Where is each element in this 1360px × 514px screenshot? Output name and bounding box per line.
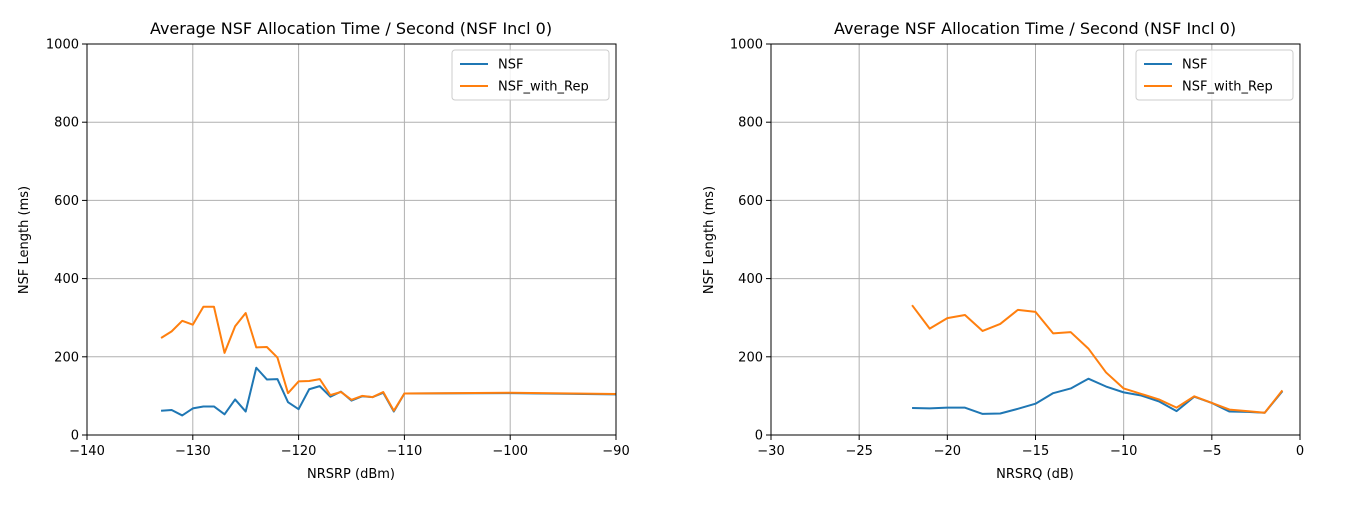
legend-label: NSF — [498, 58, 523, 73]
x-tick-label: −10 — [1110, 444, 1137, 459]
legend-box — [1135, 49, 1294, 101]
y-tick-label: 600 — [738, 194, 763, 209]
x-tick-label: −100 — [492, 444, 528, 459]
y-axis-label: NSF Length (ms) — [17, 186, 32, 294]
x-tick-label: −130 — [175, 444, 211, 459]
legend-label: NSF_with_Rep — [498, 80, 589, 95]
y-tick-label: 600 — [54, 194, 79, 209]
y-tick-label: 200 — [54, 350, 79, 365]
y-tick-label: 400 — [54, 272, 79, 287]
y-axis-label: NSF Length (ms) — [702, 186, 717, 294]
plot-frame — [86, 43, 617, 436]
x-tick-label: −25 — [845, 444, 872, 459]
legend-label: NSF — [1182, 58, 1207, 73]
x-tick-label: −15 — [1022, 444, 1049, 459]
y-tick-label: 1000 — [46, 38, 79, 53]
x-tick-label: −120 — [281, 444, 317, 459]
legend-label: NSF_with_Rep — [1182, 80, 1273, 95]
series-line-nsf-with-rep — [160, 305, 617, 412]
series-line-nsf-with-rep — [911, 304, 1284, 414]
x-axis-label: NRSRP (dBm) — [307, 467, 395, 482]
x-tick-label: −5 — [1202, 444, 1221, 459]
y-tick-label: 0 — [755, 429, 763, 444]
x-tick-label: −30 — [757, 444, 784, 459]
ticks: −30 −25 −20 −15 −10 −5 0 0 200 400 600 800 1000 — [730, 38, 1304, 460]
legend: NSF NSF_with_Rep — [451, 49, 610, 101]
x-tick-label: −110 — [387, 444, 423, 459]
legend: NSF NSF_with_Rep — [1135, 49, 1294, 101]
y-tick-label: 0 — [71, 429, 79, 444]
y-tick-label: 800 — [54, 116, 79, 131]
y-tick-label: 800 — [738, 116, 763, 131]
x-tick-label: −20 — [934, 444, 961, 459]
chart-title: Average NSF Allocation Time / Second (NS… — [834, 19, 1236, 38]
y-tick-label: 1000 — [730, 38, 763, 53]
ticks: −140 −130 −120 −110 −100 −90 0 200 400 600 800 1000 — [46, 38, 630, 460]
legend-box — [451, 49, 610, 101]
chart-title: Average NSF Allocation Time / Second (NS… — [150, 19, 552, 38]
chart-nrsrp: Average NSF Allocation Time / Second (NS… — [17, 19, 630, 482]
x-axis-label: NRSRQ (dB) — [996, 467, 1074, 482]
y-tick-label: 200 — [738, 350, 763, 365]
series-layer — [911, 304, 1284, 415]
chart-nrsrq: Average NSF Allocation Time / Second (NS… — [702, 19, 1304, 482]
series-layer — [160, 305, 617, 417]
x-tick-label: −140 — [69, 444, 105, 459]
x-tick-label: −90 — [602, 444, 629, 459]
x-tick-label: 0 — [1296, 444, 1304, 459]
y-tick-label: 400 — [738, 272, 763, 287]
